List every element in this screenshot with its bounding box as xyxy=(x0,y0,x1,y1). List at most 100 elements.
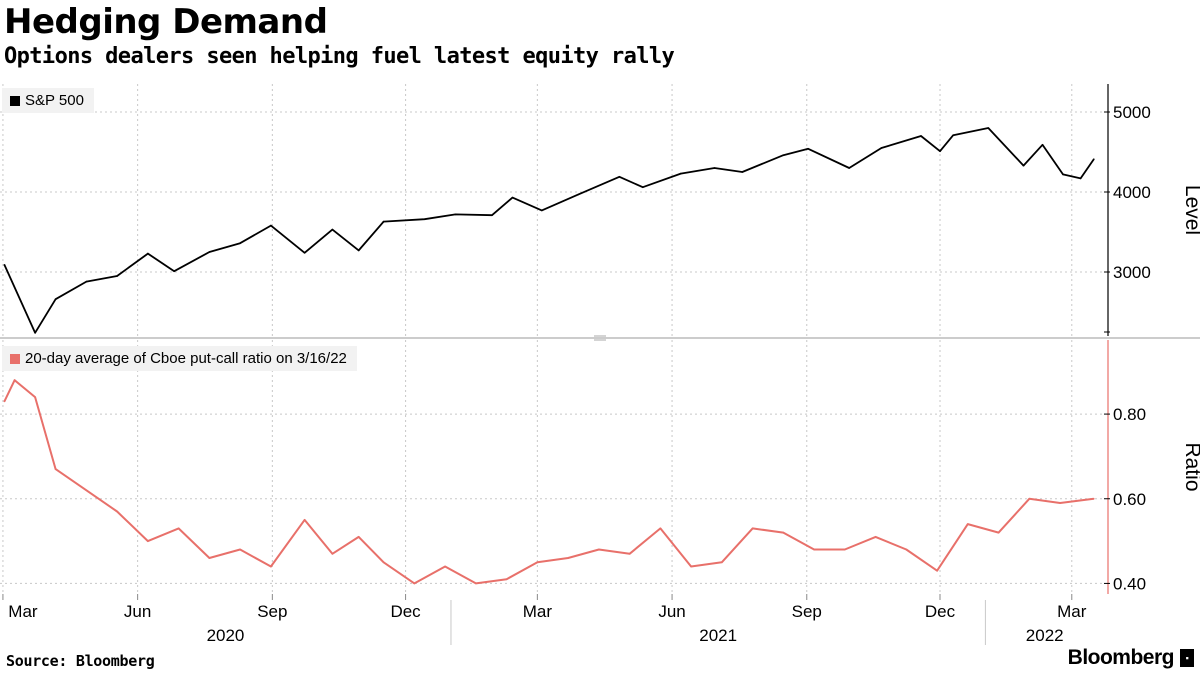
data-point-putcall xyxy=(1028,498,1031,500)
data-point-putcall xyxy=(536,561,539,564)
data-point-sp500 xyxy=(1022,164,1025,167)
data-point-putcall xyxy=(147,540,149,542)
data-point-sp500 xyxy=(491,214,493,216)
data-point-sp500 xyxy=(642,186,644,188)
data-point-sp500 xyxy=(34,332,36,334)
data-point-putcall xyxy=(782,531,785,534)
y-tick-label-sp500: 5000 xyxy=(1113,103,1151,122)
data-point-putcall xyxy=(1093,498,1095,500)
legend-swatch-sp500 xyxy=(10,95,20,106)
data-point-sp500 xyxy=(939,150,941,152)
data-point-putcall xyxy=(936,569,938,572)
data-point-putcall xyxy=(177,527,180,530)
data-point-sp500 xyxy=(423,218,426,220)
data-point-sp500 xyxy=(920,135,922,137)
data-point-putcall xyxy=(967,523,969,525)
data-point-sp500 xyxy=(848,167,850,169)
data-point-putcall xyxy=(751,527,754,530)
data-point-putcall xyxy=(475,582,477,585)
data-point-sp500 xyxy=(577,193,580,196)
y-tick-label-sp500: 4000 xyxy=(1113,183,1151,202)
data-point-putcall xyxy=(874,536,877,538)
legend-label-putcall: 20-day average of Cboe put-call ratio on… xyxy=(25,350,347,367)
y-axis-label-sp500: Level xyxy=(1181,185,1200,235)
y-tick-label-putcall: 0.40 xyxy=(1113,574,1146,593)
axis-labels: Mar Jun Sep Dec Mar Jun Sep Dec Mar 2020 2021 2022 5… xyxy=(8,103,1200,645)
data-point-putcall xyxy=(331,553,334,555)
data-point-sp500 xyxy=(331,228,334,231)
data-point-sp500 xyxy=(680,172,682,175)
data-point-putcall xyxy=(690,565,692,568)
data-point-putcall xyxy=(34,396,36,398)
x-tick-label: Mar xyxy=(8,602,38,621)
data-point-putcall xyxy=(813,548,815,551)
legend-swatch-putcall xyxy=(10,353,20,364)
data-point-sp500 xyxy=(85,280,88,283)
x-tick-label: Dec xyxy=(925,602,956,621)
data-point-sp500 xyxy=(303,252,306,254)
data-point-putcall xyxy=(567,557,569,559)
data-point-putcall xyxy=(721,561,723,564)
data-point-putcall xyxy=(303,519,306,521)
data-point-putcall xyxy=(85,489,88,492)
y-tick-label-putcall: 0.60 xyxy=(1113,490,1146,509)
data-point-sp500 xyxy=(511,196,514,199)
x-tick-label: Mar xyxy=(523,602,553,621)
data-point-putcall xyxy=(208,557,211,559)
data-point-sp500 xyxy=(782,154,785,156)
data-point-sp500 xyxy=(1093,158,1095,160)
data-point-sp500 xyxy=(618,176,621,178)
chart-title: Hedging Demand xyxy=(4,2,328,42)
data-point-sp500 xyxy=(147,252,149,255)
legend-putcall: 20-day average of Cboe put-call ratio on… xyxy=(2,346,357,371)
data-point-sp500 xyxy=(357,249,360,252)
data-point-sp500 xyxy=(3,264,6,266)
data-point-sp500 xyxy=(54,298,57,301)
data-point-sp500 xyxy=(1062,173,1064,176)
data-point-sp500 xyxy=(807,148,809,150)
data-point-putcall xyxy=(844,548,846,551)
legend-sp500: S&P 500 xyxy=(2,88,94,113)
data-point-sp500 xyxy=(880,147,883,149)
data-point-putcall xyxy=(1059,502,1061,504)
x-tick-label: Mar xyxy=(1057,602,1087,621)
data-point-putcall xyxy=(3,400,6,403)
data-point-putcall xyxy=(659,527,662,530)
data-point-putcall xyxy=(116,510,118,513)
data-point-sp500 xyxy=(1041,144,1044,146)
series-line-putcall xyxy=(3,379,1094,585)
data-point-putcall xyxy=(357,536,360,538)
x-year-label: 2021 xyxy=(699,626,737,645)
data-point-putcall xyxy=(905,548,908,551)
brand-logo: Bloomberg ▪ xyxy=(1068,646,1194,670)
data-point-sp500 xyxy=(454,213,457,216)
series-line-sp500 xyxy=(3,127,1095,334)
data-point-sp500 xyxy=(270,224,272,227)
data-point-sp500 xyxy=(1079,177,1082,180)
bloomberg-terminal-icon: ▪ xyxy=(1180,649,1194,667)
axes xyxy=(0,84,1200,645)
data-point-sp500 xyxy=(952,134,954,136)
y-axis-label-putcall: Ratio xyxy=(1181,442,1200,491)
data-point-sp500 xyxy=(239,242,241,244)
brand-name: Bloomberg xyxy=(1067,646,1175,669)
x-tick-label: Dec xyxy=(390,602,421,621)
x-tick-label: Jun xyxy=(124,602,151,621)
data-point-sp500 xyxy=(173,270,175,273)
data-point-sp500 xyxy=(208,251,211,253)
data-point-putcall xyxy=(54,468,57,470)
y-tick-label-sp500: 3000 xyxy=(1113,263,1151,282)
x-tick-label: Sep xyxy=(257,602,287,621)
data-point-putcall xyxy=(444,565,446,568)
data-point-putcall xyxy=(413,582,416,585)
x-year-label: 2020 xyxy=(207,626,245,645)
series-lines xyxy=(3,127,1095,585)
x-tick-label: Jun xyxy=(658,602,685,621)
source-note: Source: Bloomberg xyxy=(6,652,155,670)
data-point-putcall xyxy=(997,531,1000,534)
data-point-putcall xyxy=(382,561,385,564)
y-tick-label-putcall: 0.80 xyxy=(1113,405,1146,424)
data-point-putcall xyxy=(13,379,16,382)
data-point-putcall xyxy=(239,548,241,551)
